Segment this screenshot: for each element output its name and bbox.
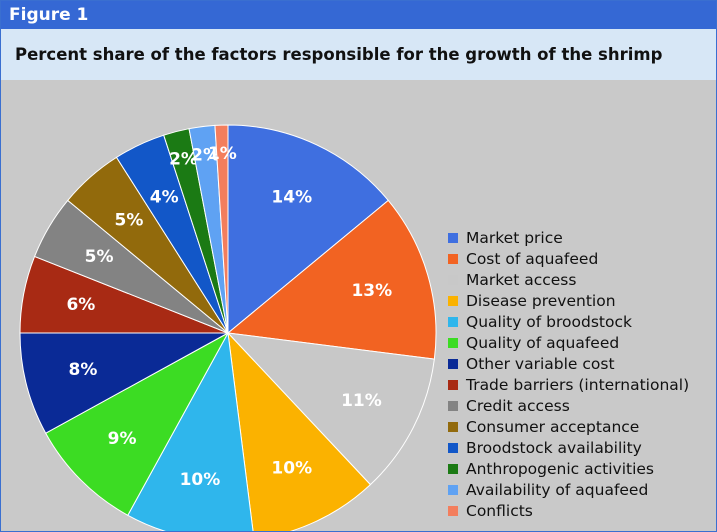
legend-label: Broodstock availability [466, 439, 642, 457]
legend-item: Availability of aquafeed [448, 480, 689, 501]
slice-data-label-10: 4% [150, 187, 179, 207]
legend-item: Market access [448, 270, 689, 291]
slice-data-label-13: 1% [208, 144, 237, 164]
legend-label: Cost of aquafeed [466, 250, 599, 268]
legend-swatch [448, 421, 458, 432]
slice-data-label-8: 5% [85, 247, 114, 267]
slice-data-label-9: 5% [115, 211, 144, 231]
slice-data-label-6: 8% [69, 360, 98, 380]
slice-data-label-7: 6% [66, 295, 95, 315]
legend-item: Quality of aquafeed [448, 333, 689, 354]
legend-label: Anthropogenic activities [466, 460, 654, 478]
legend-label: Conflicts [466, 502, 533, 520]
slice-data-label-2: 11% [341, 391, 382, 411]
legend-item: Disease prevention [448, 291, 689, 312]
legend-swatch [448, 358, 458, 369]
legend-swatch [448, 337, 458, 348]
pie-slice-13 [214, 124, 229, 334]
legend-label: Quality of aquafeed [466, 334, 620, 352]
pie-slice-3 [227, 331, 372, 531]
plot-area: 14% 13% 11% 10% 10% 9% 8% 6% 5% 5% 4% 2% 2% 1% Market… [1, 80, 716, 531]
legend-label: Consumer acceptance [466, 418, 640, 436]
legend-label: Credit access [466, 397, 570, 415]
slice-data-label-4: 10% [180, 470, 221, 490]
pie-slice-1 [226, 199, 437, 360]
legend-label: Other variable cost [466, 355, 615, 373]
legend-item: Anthropogenic activities [448, 459, 689, 480]
legend-label: Disease prevention [466, 292, 616, 310]
chart-legend: Market price Cost of aquafeed Market acces… [448, 228, 689, 522]
legend-item: Credit access [448, 396, 689, 417]
legend-swatch [448, 295, 458, 306]
chart-title: Percent share of the factors responsible… [1, 29, 716, 115]
legend-swatch [448, 316, 458, 327]
legend-swatch [448, 379, 458, 390]
legend-item: Other variable cost [448, 354, 689, 375]
slice-data-label-5: 9% [108, 429, 137, 449]
pie-slice-2 [226, 332, 435, 486]
legend-item: Cost of aquafeed [448, 249, 689, 270]
legend-item: Conflicts [448, 501, 689, 522]
slice-data-label-0: 14% [271, 187, 312, 207]
slice-data-label-1: 13% [351, 281, 392, 301]
pie-chart: 14%13%11%10%10%9%8%6%5%5%4%2%2%1% [19, 124, 437, 531]
legend-swatch [448, 274, 458, 285]
legend-swatch [448, 463, 458, 474]
legend-swatch [448, 484, 458, 495]
legend-label: Availability of aquafeed [466, 481, 649, 499]
legend-swatch [448, 505, 458, 516]
legend-swatch [448, 442, 458, 453]
legend-swatch [448, 232, 458, 243]
pie-slice-0 [227, 124, 389, 335]
legend-item: Trade barriers (international) [448, 375, 689, 396]
slice-data-label-12: 2% [191, 146, 220, 166]
figure-label: Figure 1 [1, 1, 716, 29]
legend-label: Trade barriers (international) [466, 376, 690, 394]
legend-item: Consumer acceptance [448, 417, 689, 438]
legend-swatch [448, 253, 458, 264]
pie-slice-6 [19, 332, 229, 434]
slice-data-label-3: 10% [271, 459, 312, 479]
legend-label: Market price [466, 229, 563, 247]
pie-slice-5 [45, 331, 230, 516]
slice-data-label-11: 2% [169, 150, 198, 170]
pie-slice-4 [127, 331, 254, 531]
legend-label: Market access [466, 271, 577, 289]
legend-item: Market price [448, 228, 689, 249]
legend-swatch [448, 400, 458, 411]
legend-label: Quality of broodstock [466, 313, 632, 331]
legend-item: Broodstock availability [448, 438, 689, 459]
legend-item: Quality of broodstock [448, 312, 689, 333]
